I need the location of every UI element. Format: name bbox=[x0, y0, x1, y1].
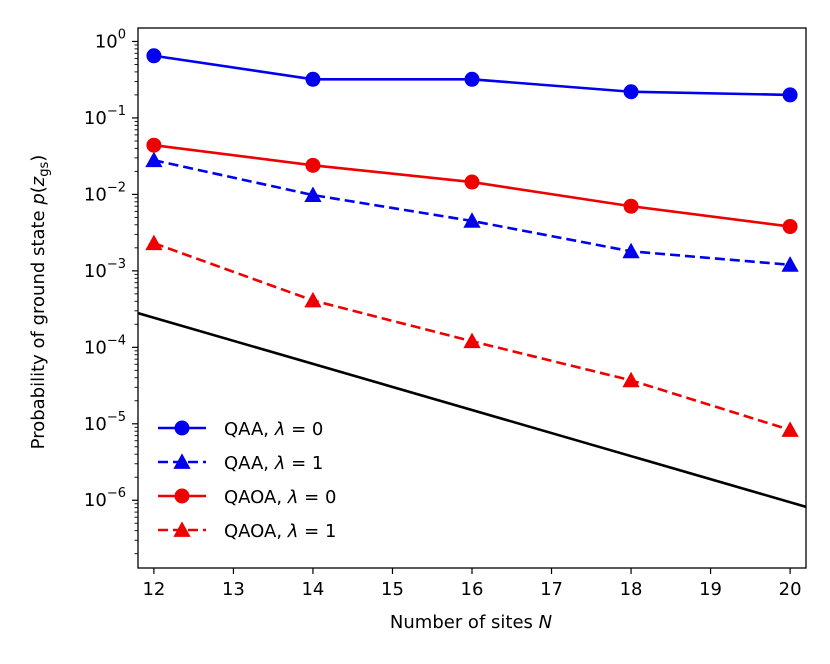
x-tick-label: 19 bbox=[699, 579, 722, 600]
x-tick-label: 17 bbox=[540, 579, 563, 600]
series-4 bbox=[145, 234, 799, 437]
legend-label: QAA, λ = 0 bbox=[224, 419, 323, 440]
plot-area bbox=[138, 48, 806, 509]
series-3 bbox=[146, 137, 798, 235]
x-tick-label: 16 bbox=[461, 579, 484, 600]
series-3-point bbox=[305, 157, 321, 173]
legend-entry-3: QAOA, λ = 0 bbox=[158, 487, 336, 508]
series-1-point bbox=[305, 71, 321, 87]
series-3-point bbox=[782, 219, 798, 235]
legend-marker bbox=[174, 488, 190, 504]
series-4-point bbox=[304, 291, 322, 308]
legend-entry-4: QAOA, λ = 1 bbox=[158, 521, 336, 542]
y-tick-label: 100 bbox=[95, 27, 126, 52]
x-tick-label: 12 bbox=[142, 579, 165, 600]
x-tick-label: 20 bbox=[779, 579, 802, 600]
x-tick-label: 13 bbox=[222, 579, 245, 600]
legend-entry-2: QAA, λ = 1 bbox=[158, 453, 323, 474]
y-axis-label: Probability of ground state p(zgs) bbox=[28, 155, 52, 450]
x-tick-label: 18 bbox=[620, 579, 643, 600]
series-4-point bbox=[463, 332, 481, 349]
legend-marker bbox=[173, 521, 191, 537]
series-2-point bbox=[463, 212, 481, 228]
y-tick-label: 10−1 bbox=[84, 104, 126, 129]
series-1 bbox=[146, 48, 798, 103]
legend-label: QAOA, λ = 0 bbox=[224, 487, 336, 508]
legend-marker bbox=[174, 420, 190, 436]
legend-label: QAOA, λ = 1 bbox=[224, 521, 336, 542]
legend-entry-1: QAA, λ = 0 bbox=[158, 419, 323, 440]
series-3-point bbox=[146, 137, 162, 153]
series-2 bbox=[145, 151, 799, 272]
y-tick-label: 10−2 bbox=[84, 180, 126, 205]
legend: QAA, λ = 0 QAA, λ = 1 QAOA, λ = 0 QAOA, λ =… bbox=[158, 419, 336, 542]
series-4-point bbox=[781, 421, 799, 437]
series-4-point bbox=[622, 371, 640, 388]
y-tick-label: 10−5 bbox=[84, 410, 126, 435]
series-2-point bbox=[781, 256, 799, 272]
axes: 12 13 14 15 16 17 18 19 20 100 10−1 10−2 10−3 10−4 10−… bbox=[84, 27, 807, 600]
series-1-point bbox=[146, 48, 162, 64]
series-2-point bbox=[304, 186, 322, 202]
x-axis-label: Number of sites N bbox=[390, 612, 552, 633]
y-tick-label: 10−3 bbox=[84, 257, 126, 282]
series-3-point bbox=[464, 174, 480, 190]
series-1-point bbox=[464, 71, 480, 87]
series-1-point bbox=[623, 84, 639, 100]
x-tick-label: 14 bbox=[301, 579, 324, 600]
x-tick-label: 15 bbox=[381, 579, 404, 600]
y-tick-label: 10−4 bbox=[84, 333, 126, 358]
series-2-point bbox=[145, 151, 163, 168]
series-2-point bbox=[622, 242, 640, 259]
series-3-point bbox=[623, 198, 639, 214]
y-tick-label: 10−6 bbox=[84, 486, 126, 511]
reference-line bbox=[138, 311, 806, 509]
legend-marker bbox=[173, 453, 191, 469]
series-1-point bbox=[782, 87, 798, 103]
series-4-point bbox=[145, 234, 163, 251]
legend-label: QAA, λ = 1 bbox=[224, 453, 323, 474]
plot-clip-group bbox=[138, 48, 806, 509]
